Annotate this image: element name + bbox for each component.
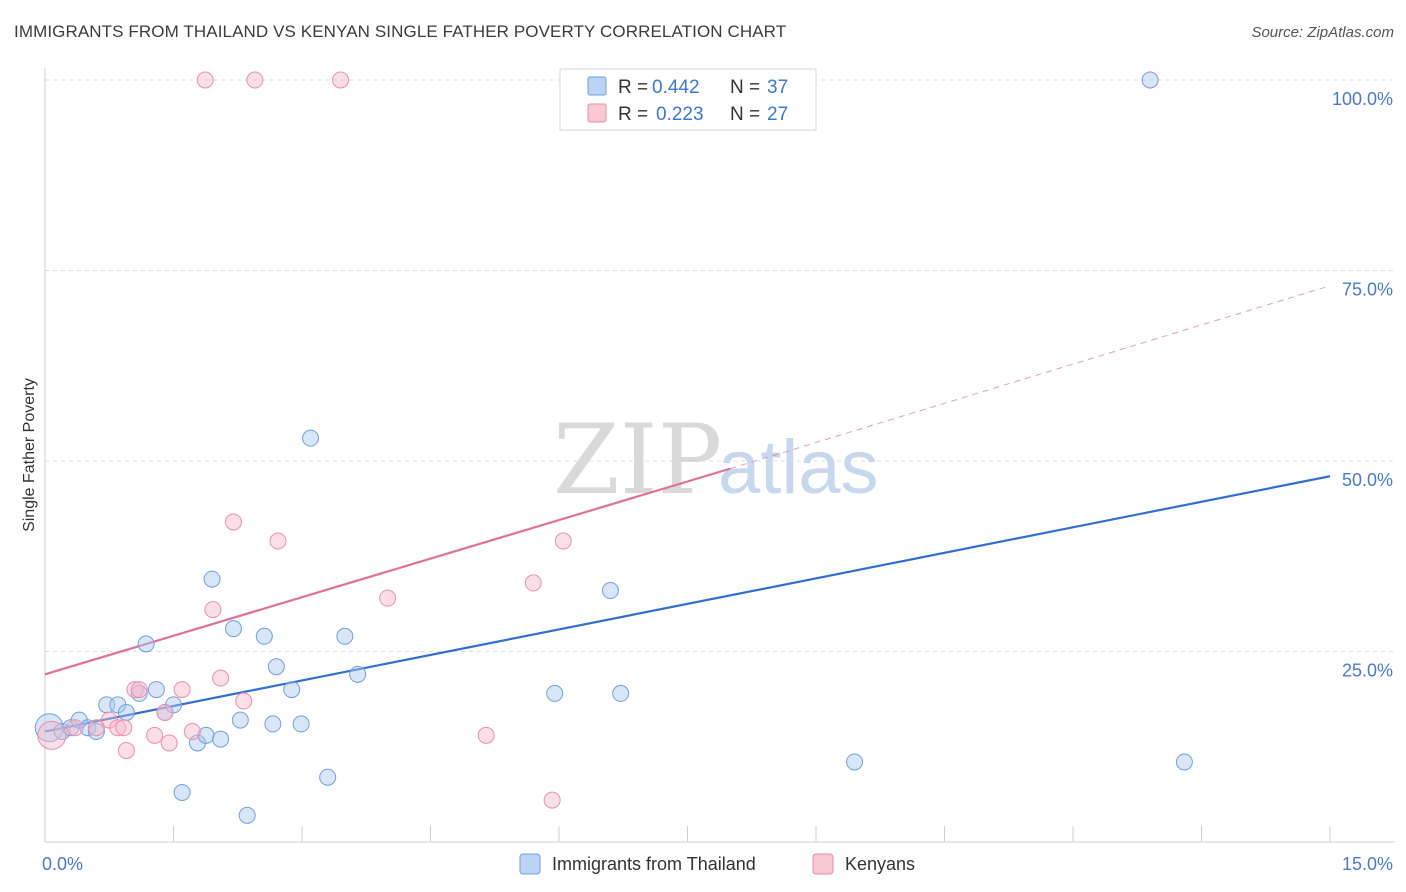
point-kenyans-1 [66,719,84,737]
point-thailand-21 [238,806,256,824]
point-thailand-24 [267,658,285,676]
legend-n-label-kenyans: N = [730,104,760,125]
point-thailand-32 [601,582,619,600]
point-kenyans-23 [543,791,561,809]
legend-r-label-thailand: R = [618,77,648,98]
point-kenyans-14 [212,669,230,687]
y-tick-labels: 25.0% 50.0% 75.0% 100.0% [1332,89,1393,681]
point-kenyans-0 [37,720,67,750]
watermark-atlas: atlas [718,425,879,510]
legend-r-label-kenyans: R = [618,104,648,125]
legend-n-value-thailand: 37 [767,77,788,98]
point-kenyans-5 [117,742,135,760]
point-thailand-26 [292,715,310,733]
series-label-thailand: Immigrants from Thailand [552,854,756,874]
series-label-kenyans: Kenyans [845,854,915,874]
point-thailand-33 [612,684,630,702]
point-kenyans-4 [109,719,127,737]
point-thailand-4 [79,719,97,737]
legend-swatch-kenyans [587,103,607,123]
point-thailand-14 [173,783,191,801]
point-thailand-18 [212,730,230,748]
point-thailand-22 [255,627,273,645]
point-thailand-36 [1175,753,1193,771]
point-kenyans-8 [156,703,174,721]
point-kenyans-25 [130,681,148,699]
x-tick-labels: 0.0% 15.0% [42,854,1393,874]
point-thailand-30 [349,665,367,683]
point-thailand-27 [302,429,320,447]
point-kenyans-26 [115,719,133,737]
y-axis-label: Single Father Poverty [21,378,38,532]
trend-lines [44,285,1331,733]
point-thailand-34 [846,753,864,771]
trend-line-extension-kenyans [730,285,1331,470]
point-thailand-8 [117,703,135,721]
point-kenyans-12 [196,71,214,89]
point-kenyans-17 [246,71,264,89]
data-points [34,71,1193,824]
trend-line-thailand [44,475,1331,733]
point-thailand-28 [319,768,337,786]
grid-lines [45,79,1395,652]
x-tick-label-min: 0.0% [42,854,83,874]
point-kenyans-9 [160,734,178,752]
point-kenyans-6 [126,681,144,699]
point-kenyans-7 [146,726,164,744]
legend-n-value-kenyans: 27 [767,104,788,125]
point-kenyans-19 [332,71,350,89]
point-thailand-29 [336,627,354,645]
y-tick-label-75: 75.0% [1342,280,1393,300]
point-thailand-20 [231,711,249,729]
point-thailand-5 [87,723,105,741]
point-thailand-25 [283,681,301,699]
watermark: ZIP atlas [553,404,879,516]
point-kenyans-20 [379,589,397,607]
point-kenyans-22 [524,574,542,592]
legend-swatch-thailand [587,76,607,96]
point-kenyans-18 [269,532,287,550]
point-thailand-31 [546,684,564,702]
point-kenyans-24 [554,532,572,550]
y-tick-label-25: 25.0% [1342,661,1393,681]
point-kenyans-2 [87,719,105,737]
correlation-legend: R = 0.442 N = 37 R = 0.223 N = 27 [559,68,817,131]
point-thailand-19 [224,620,242,638]
point-thailand-11 [147,681,165,699]
legend-r-value-thailand: 0.442 [652,77,700,98]
trend-line-kenyans [44,467,731,676]
legend-n-label-thailand: N = [730,77,760,98]
chart-title: IMMIGRANTS FROM THAILAND VS KENYAN SINGL… [14,22,787,41]
point-kenyans-13 [204,601,222,619]
series-swatch-thailand [519,853,541,875]
watermark-zip: ZIP [553,404,722,516]
axes [44,68,1395,843]
point-kenyans-10 [173,681,191,699]
chart-source: Source: ZipAtlas.com [1251,24,1394,41]
series-swatch-kenyans [812,853,834,875]
point-kenyans-11 [183,723,201,741]
x-tick-label-max: 15.0% [1342,854,1393,874]
y-tick-label-50: 50.0% [1342,470,1393,490]
point-thailand-23 [264,715,282,733]
y-tick-label-100: 100.0% [1332,89,1393,109]
point-kenyans-21 [477,726,495,744]
point-kenyans-16 [235,692,253,710]
point-thailand-10 [137,635,155,653]
point-thailand-17 [203,570,221,588]
series-legend: Immigrants from Thailand Kenyans [519,853,915,875]
point-thailand-35 [1141,71,1159,89]
legend-r-value-kenyans: 0.223 [656,104,704,125]
point-kenyans-15 [224,513,242,531]
